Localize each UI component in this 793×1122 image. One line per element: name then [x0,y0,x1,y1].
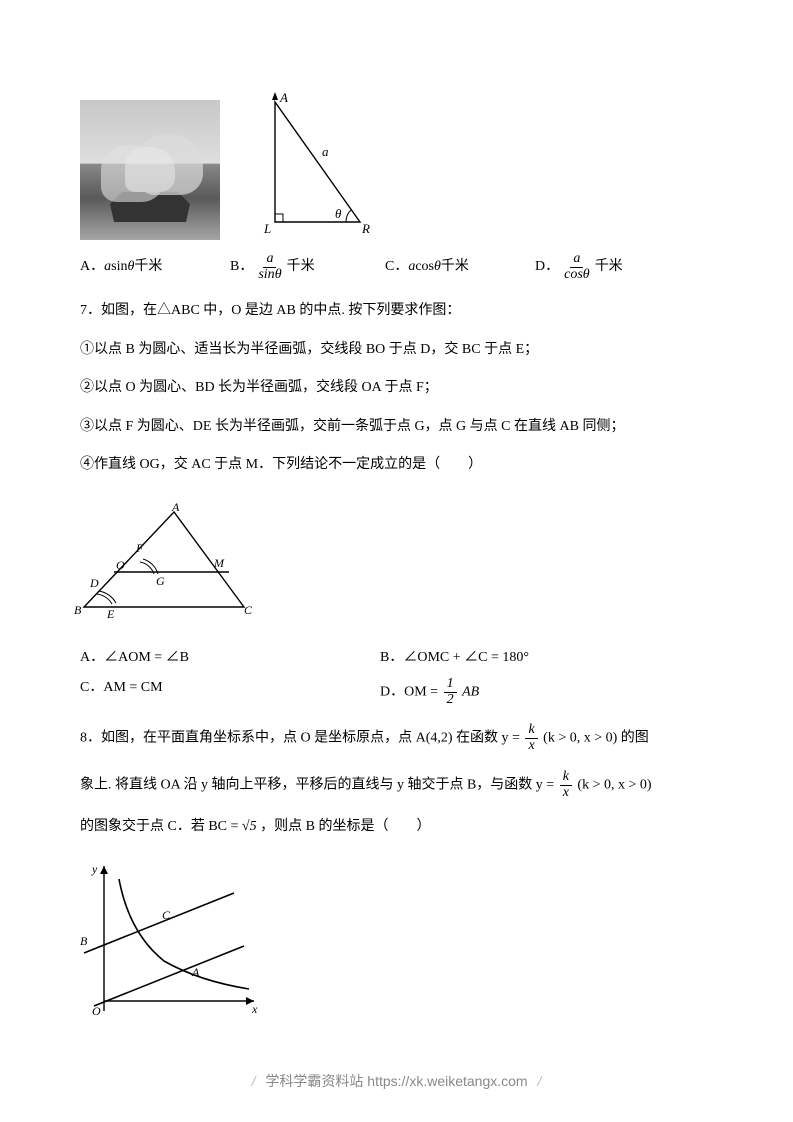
opt-ang: θ [434,256,441,278]
frac-den: sinθ [255,268,284,283]
footer-text: 学科学霸资料站 https://xk.weiketangx.com [265,1073,527,1089]
optD-pre: D．OM = [380,685,442,700]
label-A: A [279,90,288,105]
fraction: a sinθ [255,252,284,282]
frac-den: cosθ [561,268,593,283]
optD-post: AB [462,685,479,700]
opt-unit: 千米 [595,256,623,278]
t: (k > 0, x > 0) 的图 [543,731,649,746]
t: 的图象交于点 C．若 BC = [80,819,242,834]
ship-image [80,100,220,240]
t: 8．如图，在平面直角坐标系中，点 O 是坐标原点，点 A(4,2) 在函数 y … [80,731,523,746]
slash-icon: / [531,1073,547,1089]
label-a: a [322,144,329,159]
lblM: M [213,556,225,570]
lblO: O [116,558,125,572]
fraction: a cosθ [561,252,593,282]
opt-letter: D． [535,256,559,278]
lblB: B [74,603,82,617]
t: (k > 0, x > 0) [577,777,651,792]
opt-unit: 千米 [441,256,469,278]
label-R: R [361,221,370,236]
q6-triangle-diagram: A L R a θ [250,90,380,240]
lblE: E [106,607,115,621]
lblF: F [135,541,144,555]
lblA: A [191,965,200,979]
q7-stem: 7．如图，在△ABC 中，O 是边 AB 的中点. 按下列要求作图： [80,300,713,322]
q7-step2: ②以点 O 为圆心、BD 长为半径画弧，交线段 OA 于点 F； [80,377,713,399]
opt-fn: cos [415,256,434,278]
root: √5 [242,819,257,834]
q7-diagram: A B C D E F G O M [74,502,264,622]
lblA: A [171,502,180,514]
lblx: x [251,1002,258,1016]
opt-letter: B． [230,256,253,278]
q7-option-C: C．AM = CM [80,677,380,707]
q8-line3: 的图象交于点 C．若 BC = √5 ，则点 B 的坐标是（ ） [80,816,713,838]
frac-num: a [263,252,276,268]
q7-step4: ④作直线 OG，交 AC 于点 M．下列结论不一定成立的是（ ） [80,454,713,476]
q7-step3: ③以点 F 为圆心、DE 长为半径画弧，交前一条弧于点 G，点 G 与点 C 在… [80,416,713,438]
q7-options-row1: A．∠AOM = ∠B B．∠OMC + ∠C = 180° [80,647,713,669]
lblC: C [244,603,253,617]
fraction: k x [525,723,537,753]
lblB: B [80,934,88,948]
label-L: L [263,221,271,236]
opt-unit: 千米 [134,256,162,278]
t: ，则点 B 的坐标是（ ） [260,819,430,834]
opt-ang: θ [127,256,134,278]
frac-den: 2 [444,693,457,708]
fraction: 1 2 [444,677,457,707]
t: 象上. 将直线 OA 沿 y 轴向上平移，平移后的直线与 y 轴交于点 B，与函… [80,777,558,792]
q7-options-row2: C．AM = CM D．OM = 1 2 AB [80,677,713,707]
q7-option-B: B．∠OMC + ∠C = 180° [380,647,713,669]
q6-figure-row: A L R a θ [80,90,713,240]
q7-option-D: D．OM = 1 2 AB [380,677,713,707]
opt-letter: A． [80,256,104,278]
fraction: k x [560,770,572,800]
q8-line1: 8．如图，在平面直角坐标系中，点 O 是坐标原点，点 A(4,2) 在函数 y … [80,723,713,753]
frac-num: 1 [444,677,457,693]
lblG: G [156,574,165,588]
lblO: O [92,1004,101,1018]
q6-option-A: A． asinθ 千米 [80,256,230,278]
opt-fn: sin [111,256,127,278]
label-theta: θ [335,206,342,221]
opt-letter: C． [385,256,408,278]
q6-option-C: C． acosθ 千米 [385,256,535,278]
q6-option-D: D． a cosθ 千米 [535,252,623,282]
q8-line2: 象上. 将直线 OA 沿 y 轴向上平移，平移后的直线与 y 轴交于点 B，与函… [80,770,713,800]
page-footer: / 学科学霸资料站 https://xk.weiketangx.com / [0,1070,793,1092]
q6-option-B: B． a sinθ 千米 [230,252,385,282]
q7-option-A: A．∠AOM = ∠B [80,647,380,669]
opt-unit: 千米 [287,256,315,278]
lbly: y [91,862,98,876]
opt-a: a [408,256,415,278]
lblC: C [162,908,171,922]
q8-graph: O x y A B C [74,861,264,1021]
q6-options: A． asinθ 千米 B． a sinθ 千米 C． acosθ 千米 D． … [80,252,713,282]
q7-step1: ①以点 B 为圆心、适当长为半径画弧，交线段 BO 于点 D，交 BC 于点 E… [80,339,713,361]
lblD: D [89,576,99,590]
opt-a: a [104,256,111,278]
frac-num: a [570,252,583,268]
slash-icon: / [246,1073,262,1089]
